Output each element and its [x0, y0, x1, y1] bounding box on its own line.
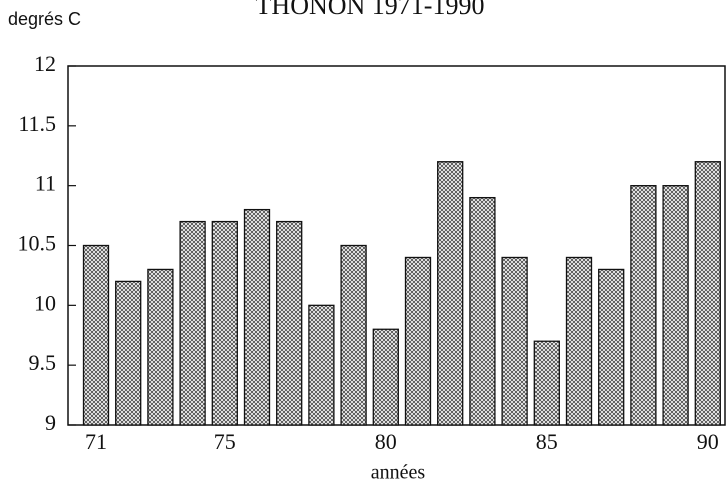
- y-tick-label: 9: [45, 410, 56, 435]
- bar: [147, 268, 174, 426]
- bar: [662, 185, 689, 426]
- x-tick-label: 90: [697, 429, 719, 454]
- y-tick-label: 11: [35, 171, 56, 196]
- bar: [211, 220, 238, 426]
- y-tick-label: 9.5: [29, 350, 57, 375]
- bar: [82, 244, 110, 426]
- bar: [565, 256, 593, 426]
- bar: [469, 196, 496, 426]
- chart-title: THONON 1971-1990: [256, 0, 485, 20]
- x-tick-label: 80: [375, 429, 397, 454]
- bar: [630, 185, 657, 426]
- bar: [340, 244, 367, 426]
- bar: [533, 340, 560, 426]
- bar: [276, 220, 303, 426]
- bar: [308, 304, 335, 426]
- y-tick-label: 12: [34, 51, 56, 76]
- x-axis-label: années: [371, 462, 426, 484]
- x-tick-label: 75: [214, 429, 236, 454]
- y-axis-label: degrés C: [8, 9, 81, 29]
- bar: [115, 280, 142, 426]
- bar: [179, 220, 206, 426]
- bar: [243, 208, 271, 426]
- bar: [404, 256, 432, 426]
- y-tick-label: 10: [34, 290, 56, 315]
- bar: [694, 161, 721, 426]
- bar: [598, 268, 625, 426]
- bar: [501, 256, 528, 426]
- y-tick-label: 11.5: [18, 111, 56, 136]
- bar: [372, 328, 399, 426]
- x-tick-label: 85: [536, 429, 558, 454]
- bar: [437, 161, 464, 426]
- x-tick-label: 71: [85, 429, 107, 454]
- y-tick-label: 10.5: [18, 231, 57, 256]
